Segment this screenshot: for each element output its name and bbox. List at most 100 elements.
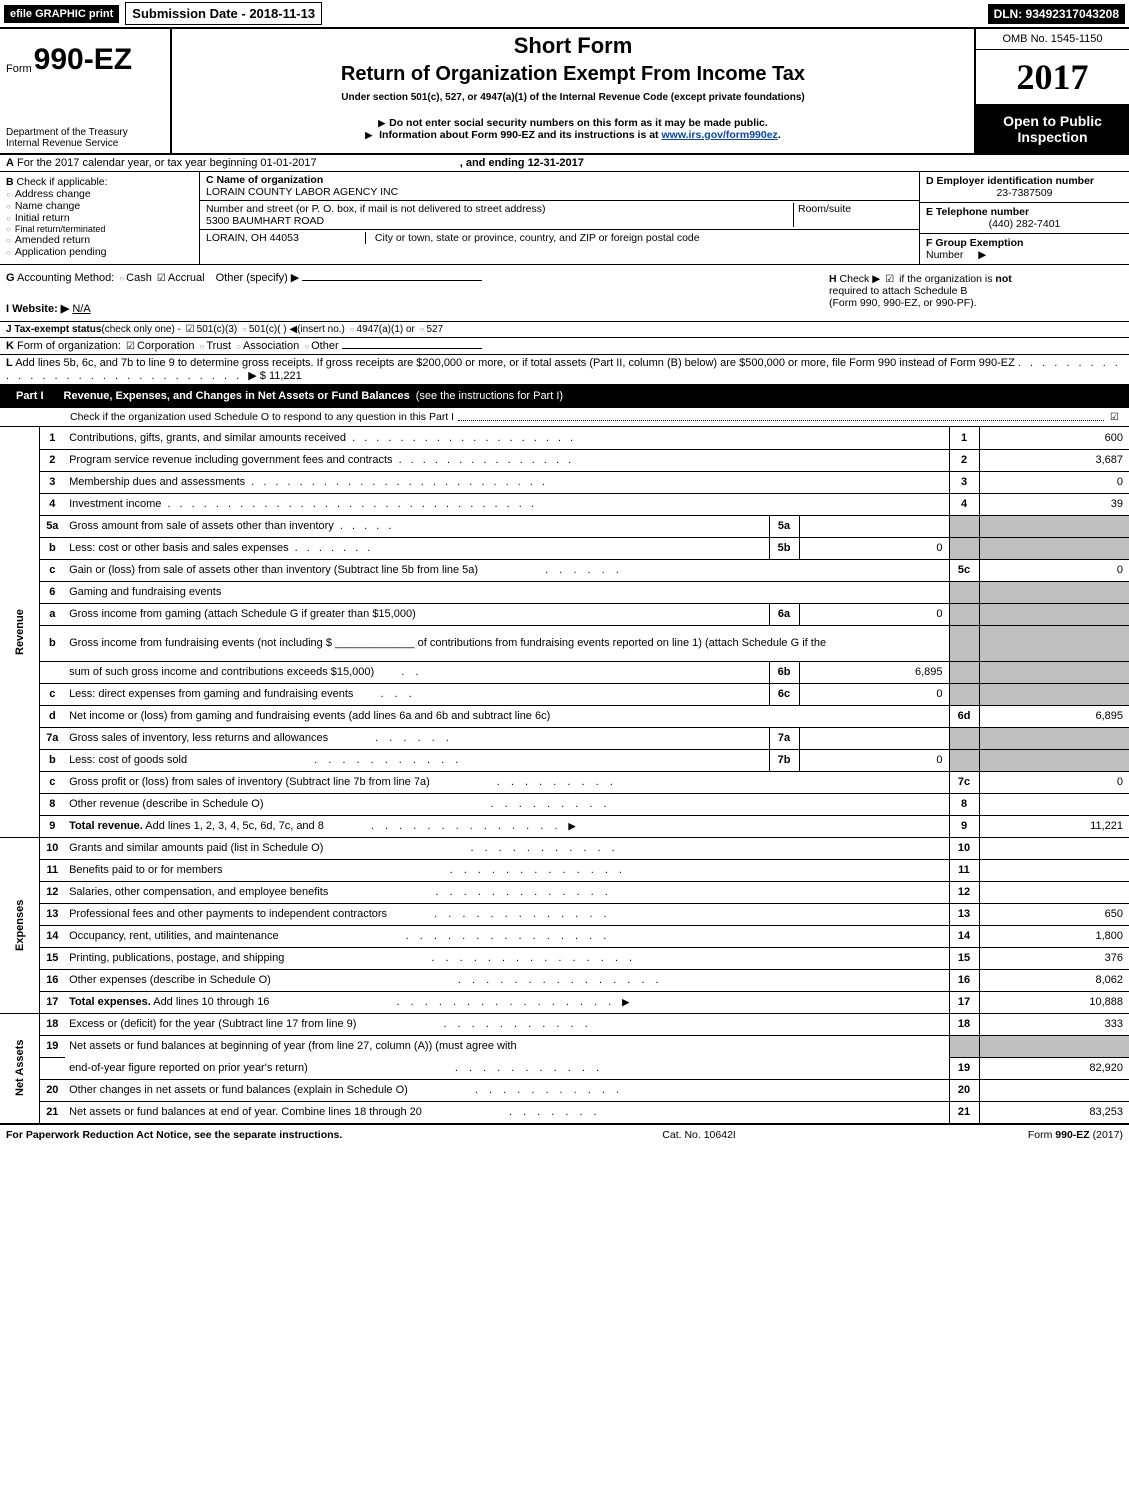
street-address: 5300 BAUMHART ROAD [206, 215, 793, 227]
cb-501c[interactable] [240, 324, 249, 335]
ssn-warning: Do not enter social security numbers on … [180, 117, 966, 129]
lbl-2: Program service revenue including govern… [69, 454, 392, 466]
dln: DLN: 93492317043208 [988, 4, 1125, 24]
n-19: 19 [39, 1035, 65, 1057]
mval-5a [799, 515, 949, 537]
n-9: 9 [39, 815, 65, 837]
n-7a: 7a [39, 727, 65, 749]
part1-table: Revenue 1 Contributions, gifts, grants, … [0, 427, 1129, 1124]
val-3: 0 [979, 471, 1129, 493]
n-6: 6 [39, 581, 65, 603]
lbl-11: Benefits paid to or for members [69, 864, 222, 876]
line-j: J Tax-exempt status(check only one) - 50… [0, 322, 1129, 338]
lbl-18: Excess or (deficit) for the year (Subtra… [69, 1018, 356, 1030]
cb-accrual[interactable] [155, 272, 168, 284]
lbl-6a: Gross income from gaming (attach Schedul… [69, 608, 416, 620]
lbl-13: Professional fees and other payments to … [69, 908, 387, 920]
h-text2: if the organization is [899, 273, 995, 285]
efile-print-button[interactable]: efile GRAPHIC print [4, 5, 119, 23]
lbl-7c: Gross profit or (loss) from sales of inv… [69, 776, 430, 788]
cb-final-return[interactable]: Final return/terminated [6, 224, 193, 234]
n-18: 18 [39, 1013, 65, 1035]
lbl-12: Salaries, other compensation, and employ… [69, 886, 328, 898]
dept-irs: Internal Revenue Service [6, 138, 164, 149]
lbl-19a: Net assets or fund balances at beginning… [69, 1040, 517, 1052]
cb-other[interactable] [302, 340, 311, 352]
org-name: LORAIN COUNTY LABOR AGENCY INC [206, 186, 913, 198]
label-d: D Employer identification number [926, 175, 1123, 187]
cb-501c3[interactable] [184, 324, 197, 335]
box-17: 17 [949, 991, 979, 1013]
k-o2: Trust [206, 340, 231, 352]
part1-desc: (see the instructions for Part I) [416, 390, 563, 402]
box-7c: 7c [949, 771, 979, 793]
expenses-label: Expenses [0, 837, 39, 1013]
k-other-input[interactable] [342, 348, 482, 349]
n-2: 2 [39, 449, 65, 471]
n-5a: 5a [39, 515, 65, 537]
val-2: 3,687 [979, 449, 1129, 471]
k-text: Form of organization: [17, 340, 121, 352]
cb-amended[interactable]: Amended return [6, 234, 193, 246]
cb-h[interactable] [883, 273, 896, 285]
cb-4947[interactable] [348, 324, 357, 335]
l-amount: ▶ $ 11,221 [248, 370, 302, 382]
val-15: 376 [979, 947, 1129, 969]
row-6: 6 Gaming and fundraising events [0, 581, 1129, 603]
cb-initial-return[interactable]: Initial return [6, 212, 193, 224]
row-6b: b Gross income from fundraising events (… [0, 625, 1129, 661]
under-section: Under section 501(c), 527, or 4947(a)(1)… [180, 92, 966, 103]
mval-6a: 0 [799, 603, 949, 625]
cb-corp[interactable] [124, 340, 137, 352]
row-6a: a Gross income from gaming (attach Sched… [0, 603, 1129, 625]
val-8 [979, 793, 1129, 815]
website: N/A [72, 303, 90, 315]
h-text3: required to attach Schedule B [829, 285, 967, 297]
form-prefix: Form [6, 63, 32, 75]
netassets-label: Net Assets [0, 1013, 39, 1123]
box-13: 13 [949, 903, 979, 925]
footer-right-pre: Form [1028, 1129, 1055, 1141]
irs-link[interactable]: www.irs.gov/form990ez [661, 129, 777, 141]
box-15: 15 [949, 947, 979, 969]
n-10: 10 [39, 837, 65, 859]
g-cash: Cash [126, 272, 152, 284]
cb-app-pending[interactable]: Application pending [6, 246, 193, 258]
label-j: J Tax-exempt status [6, 324, 101, 335]
footer-right-bold: 990-EZ [1055, 1129, 1089, 1141]
cb-cash[interactable] [117, 272, 126, 284]
top-bar: efile GRAPHIC print Submission Date - 20… [0, 0, 1129, 29]
row-2: 2 Program service revenue including gove… [0, 449, 1129, 471]
n-11: 11 [39, 859, 65, 881]
arrow-icon-17 [622, 996, 629, 1008]
box-19: 19 [949, 1057, 979, 1079]
ghi-block: G Accounting Method: Cash Accrual Other … [0, 265, 1129, 322]
lbl-6: Gaming and fundraising events [69, 586, 221, 598]
header-left: Form 990-EZ Department of the Treasury I… [0, 29, 172, 153]
n-14: 14 [39, 925, 65, 947]
g-text: Accounting Method: [17, 272, 114, 284]
g-other-input[interactable] [302, 280, 482, 281]
footer-left: For Paperwork Reduction Act Notice, see … [6, 1129, 342, 1141]
j-o3: 4947(a)(1) or [357, 324, 415, 335]
cb-address-change[interactable]: Address change [6, 188, 193, 200]
val-14: 1,800 [979, 925, 1129, 947]
row-19b: end-of-year figure reported on prior yea… [0, 1057, 1129, 1079]
label-a: A [6, 157, 14, 169]
val-17: 10,888 [979, 991, 1129, 1013]
box-14: 14 [949, 925, 979, 947]
row-8: 8 Other revenue (describe in Schedule O)… [0, 793, 1129, 815]
cb-assoc[interactable] [234, 340, 243, 352]
cb-527[interactable] [418, 324, 427, 335]
mval-7a [799, 727, 949, 749]
cb-name-change[interactable]: Name change [6, 200, 193, 212]
label-c: C Name of organization [206, 174, 913, 186]
open-public-2: Inspection [980, 129, 1125, 145]
tax-year: 2017 [976, 50, 1129, 105]
n-20: 20 [39, 1079, 65, 1101]
revenue-label: Revenue [0, 427, 39, 837]
n-4: 4 [39, 493, 65, 515]
cb-schedule-o[interactable] [1108, 411, 1121, 423]
n-17: 17 [39, 991, 65, 1013]
room-suite: Room/suite [793, 203, 913, 227]
